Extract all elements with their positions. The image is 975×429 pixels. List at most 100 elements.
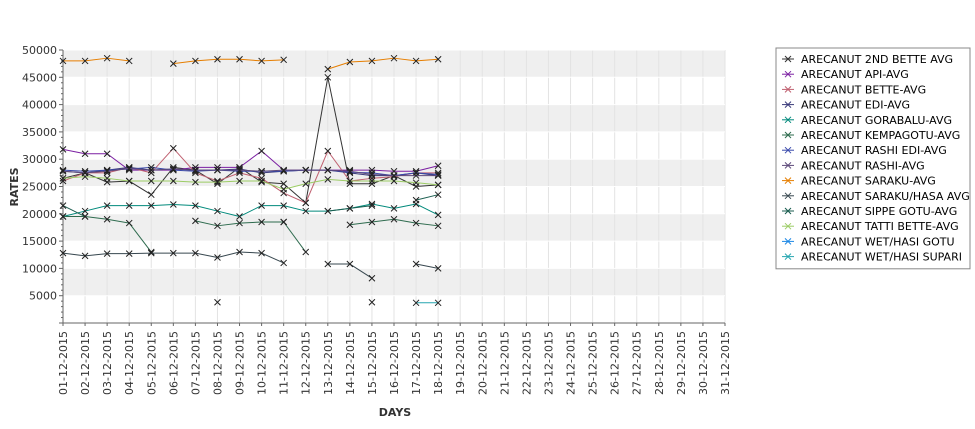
legend-item: ARECANUT 2ND BETTE AVG [782, 53, 953, 66]
data-point-marker [368, 180, 376, 188]
legend-item: ARECANUT GORABALU-AVG [782, 114, 952, 127]
x-tick-label: 08-12-2015 [211, 331, 224, 395]
data-point-marker [412, 196, 420, 204]
series-line-segment [195, 220, 218, 227]
series-line-segment [239, 58, 262, 62]
x-tick-label: 04-12-2015 [123, 331, 136, 395]
data-point-marker [103, 167, 111, 175]
legend-marker [784, 162, 792, 169]
series-line-segment [416, 222, 439, 227]
legend-marker [784, 207, 792, 215]
series-line-segment [327, 150, 351, 182]
legend-label: ARECANUT 2ND BETTE AVG [801, 53, 953, 66]
data-point-marker [236, 248, 243, 256]
data-point-marker [103, 166, 111, 174]
data-point-marker [346, 204, 354, 212]
series-line-segment [62, 252, 86, 257]
data-point-marker [368, 202, 376, 209]
series-11 [59, 191, 442, 226]
legend-marker [784, 116, 792, 124]
legend-marker [784, 86, 792, 93]
data-point-marker [346, 260, 354, 268]
legend-item: ARECANUT RASHI-AVG [782, 159, 925, 172]
data-point-marker [390, 54, 398, 62]
legend-marker [784, 70, 792, 78]
data-point-marker [103, 150, 111, 158]
data-point-marker [368, 177, 376, 185]
series-line-segment [107, 177, 130, 182]
series-line-segment [128, 180, 152, 196]
data-point-marker [169, 165, 177, 173]
data-point-marker [280, 259, 288, 267]
data-point-marker [125, 202, 133, 209]
data-point-marker [147, 191, 155, 199]
series-line-segment [416, 184, 439, 187]
series-line-segment [371, 169, 395, 172]
data-point-marker [280, 166, 288, 174]
data-point-marker [258, 177, 265, 185]
series-line-segment [239, 150, 262, 168]
series-line-segment [217, 222, 240, 227]
data-point-marker [368, 274, 376, 282]
series-line-segment [371, 173, 395, 177]
series-line-segment [173, 180, 196, 183]
data-point-marker [59, 167, 67, 175]
series-line-segment [261, 169, 284, 172]
x-tick-label: 17-12-2015 [410, 331, 423, 395]
y-axis-title: RATES [8, 167, 21, 206]
x-tick-label: 01-12-2015 [57, 331, 70, 395]
data-point-marker [368, 298, 376, 306]
y-axis-ticks: 5000 10000 15000 20000 25000 30000 35000 40000 4… [22, 44, 57, 303]
series-line-segment [85, 169, 108, 172]
data-point-marker [169, 144, 177, 152]
legend-marker [784, 101, 792, 108]
series-line-segment [195, 205, 218, 212]
data-point-marker [192, 202, 199, 209]
x-tick-label: 29-12-2015 [675, 331, 688, 395]
data-point-marker [236, 166, 243, 174]
data-point-marker [147, 169, 155, 177]
data-point-marker [258, 57, 265, 65]
data-point-marker [103, 250, 111, 258]
y-tick-label: 25000 [22, 181, 57, 194]
series-line-segment [85, 170, 108, 174]
y-tick-label: 20000 [22, 208, 57, 221]
data-point-marker [103, 215, 111, 223]
data-point-marker [258, 202, 265, 209]
series-line-segment [327, 61, 351, 70]
x-tick-label: 20-12-2015 [476, 331, 489, 395]
data-point-marker [192, 167, 199, 175]
data-point-marker [412, 219, 420, 227]
series-line-segment [195, 172, 218, 182]
data-point-marker [59, 213, 67, 220]
legend-item: ARECANUT BETTE-AVG [782, 83, 926, 96]
data-point-marker [368, 57, 376, 65]
x-tick-label: 27-12-2015 [631, 331, 644, 395]
series-line-segment [129, 252, 152, 255]
x-tick-label: 13-12-2015 [322, 331, 335, 395]
legend-label: ARECANUT SARAKU-AVG [801, 175, 936, 188]
series-line-segment [239, 251, 262, 254]
series-line-segment [305, 150, 329, 204]
series-line-segment [217, 172, 240, 182]
data-point-marker [59, 249, 67, 257]
legend-marker [784, 253, 792, 260]
data-point-marker [169, 60, 177, 68]
series-line-segment [62, 176, 86, 179]
data-point-marker [346, 221, 354, 229]
series-line-segment [84, 205, 108, 212]
series-line-segment [371, 176, 395, 179]
data-point-marker [280, 180, 288, 188]
data-point-marker [434, 162, 442, 170]
x-tick-label: 25-12-2015 [587, 331, 600, 395]
x-tick-label: 09-12-2015 [234, 331, 247, 395]
legend-label: ARECANUT KEMPAGOTU-AVG [801, 129, 960, 142]
series-line-segment [415, 194, 439, 201]
legend-marker [784, 177, 792, 184]
legend-item: ARECANUT KEMPAGOTU-AVG [782, 129, 960, 142]
series-line-segment [327, 178, 350, 182]
series-line-segment [371, 218, 395, 223]
data-point-marker [368, 218, 376, 226]
series-line-segment [172, 147, 196, 174]
